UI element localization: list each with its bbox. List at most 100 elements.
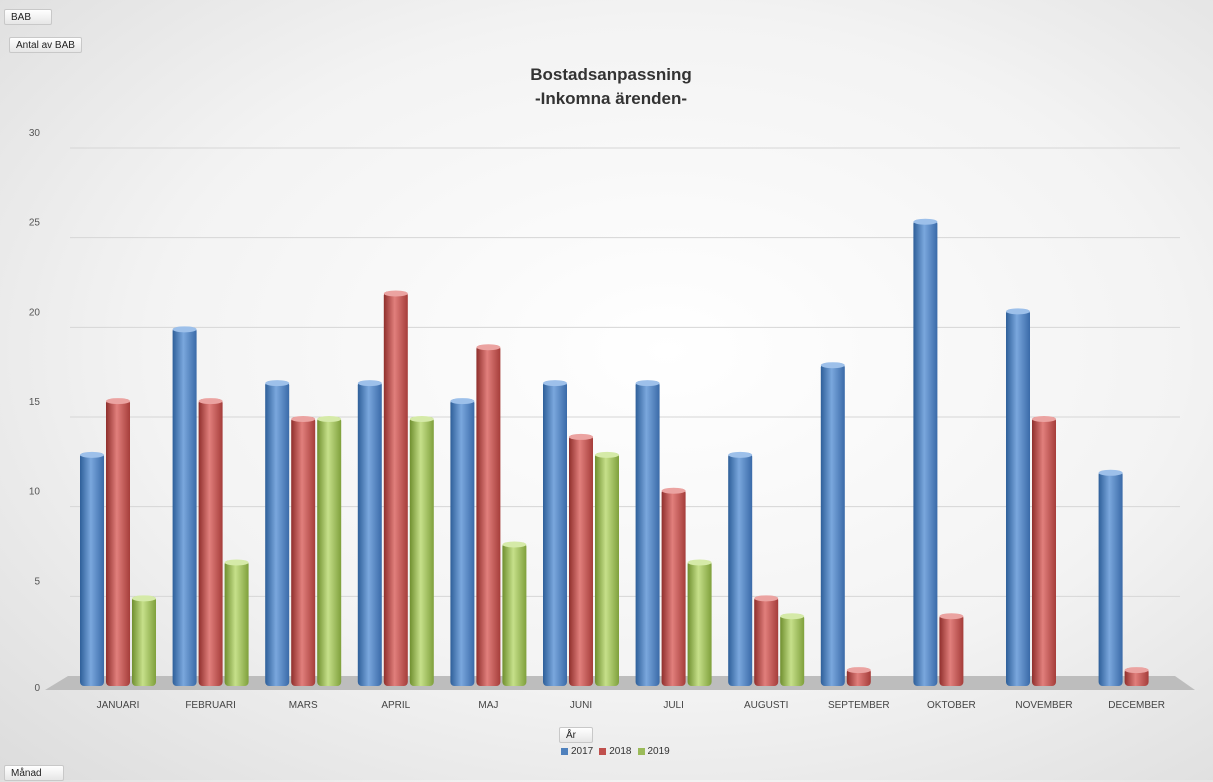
x-category-label: MAJ [478, 700, 498, 711]
bar-body [635, 381, 660, 686]
bar-cap [820, 362, 845, 369]
bar-body [224, 560, 249, 686]
x-category-label: MARS [289, 700, 318, 711]
bar-2018-januari [106, 398, 130, 686]
bars [80, 218, 1149, 686]
bar-2017-mars [265, 380, 290, 686]
bar-cap [265, 380, 290, 387]
bar-body [728, 452, 753, 686]
chart-title: Bostadsanpassning [530, 65, 692, 84]
bar-cap [291, 416, 316, 422]
bar-cap [172, 326, 197, 333]
legend-item-2018: 2018 [599, 746, 632, 757]
bar-2017-december [1098, 469, 1123, 686]
bar-body [198, 399, 223, 686]
bar-cap [635, 380, 660, 387]
bar-2017-augusti [728, 451, 753, 686]
bar-2018-mars [291, 416, 316, 686]
bar-cap [132, 595, 156, 602]
bar-body [1006, 309, 1030, 686]
legend-item-2017: 2017 [561, 746, 593, 757]
y-axis: 0 5 10 15 20 25 30 [29, 128, 41, 694]
bar-cap [569, 433, 593, 440]
bar-body [754, 596, 779, 686]
y-tick-label: 15 [29, 397, 41, 408]
bar-2017-juli [635, 380, 660, 686]
bar-2019-augusti [780, 613, 805, 686]
bar-cap [846, 667, 871, 674]
x-category-label: OKTOBER [927, 700, 976, 711]
bar-cap [913, 218, 938, 225]
x-axis: JANUARI FEBRUARI MARS APRIL MAJ JUNI JULI AUGUS… [97, 700, 1165, 711]
bar-body [450, 399, 475, 686]
bar-cap [661, 487, 686, 494]
x-category-label: JULI [663, 700, 684, 711]
bar-2018-november [1032, 416, 1056, 686]
bar-body [687, 560, 712, 686]
bar-cap [317, 416, 342, 422]
bar-2018-oktober [939, 613, 964, 686]
bar-2018-juli [661, 487, 686, 686]
gridlines [70, 147, 1180, 597]
bar-body [265, 381, 290, 686]
bar-body [317, 417, 342, 686]
legend-field-button[interactable]: År [559, 727, 593, 743]
bar-2019-maj [502, 541, 527, 686]
bar-body [1098, 470, 1123, 686]
legend-label: 2019 [647, 746, 670, 757]
bar-cap [383, 290, 408, 297]
bar-body [1032, 417, 1056, 686]
bar-2018-maj [476, 344, 501, 686]
values-field-button[interactable]: Antal av BAB [9, 37, 82, 53]
bar-2018-augusti [754, 595, 779, 686]
bar-2018-december [1124, 667, 1149, 686]
legend-swatch [561, 748, 568, 755]
bar-body [80, 452, 104, 686]
bar-2017-april [357, 380, 382, 686]
bar-2019-januari [132, 595, 156, 686]
bar-cap [728, 451, 753, 458]
bar-body [172, 327, 197, 686]
bar-body [661, 488, 686, 686]
bar-2017-september [820, 362, 845, 686]
filter-field-button[interactable]: BAB [4, 9, 52, 25]
x-category-label: SEPTEMBER [828, 700, 890, 711]
bar-cap [687, 559, 712, 566]
bar-cap [939, 613, 964, 620]
bar-2018-september [846, 667, 871, 686]
bar-cap [1006, 308, 1030, 315]
bar-body [357, 381, 382, 686]
bar-2017-januari [80, 451, 104, 686]
bar-body [913, 219, 938, 686]
bar-body [780, 614, 805, 686]
bar-cap [357, 380, 382, 387]
legend-swatch [599, 748, 607, 755]
bar-cap [450, 398, 475, 405]
axis-field-button[interactable]: Månad [4, 765, 64, 781]
bar-cap [409, 416, 434, 422]
bar-2019-februari [224, 559, 249, 686]
bar-cap [1032, 416, 1056, 422]
bar-body [476, 345, 501, 686]
y-tick-label: 20 [29, 307, 41, 318]
x-category-label: JUNI [570, 700, 592, 711]
bar-body [106, 399, 130, 686]
bar-cap [543, 380, 567, 387]
bar-2019-april [409, 416, 434, 686]
legend: 2017 2018 2019 [561, 746, 670, 757]
legend-item-2019: 2019 [637, 746, 670, 757]
bar-body [409, 417, 434, 686]
legend-swatch [637, 748, 645, 755]
y-tick-label: 30 [29, 128, 41, 139]
bar-2017-maj [450, 398, 475, 686]
bar-cap [502, 541, 527, 548]
bar-cap [198, 398, 223, 405]
bar-body [939, 614, 964, 686]
x-category-label: FEBRUARI [185, 700, 236, 711]
x-category-label: DECEMBER [1108, 700, 1165, 711]
y-tick-label: 10 [29, 487, 41, 498]
bar-cap [1098, 469, 1123, 476]
x-category-label: JANUARI [97, 700, 140, 711]
bar-cap [476, 344, 501, 351]
